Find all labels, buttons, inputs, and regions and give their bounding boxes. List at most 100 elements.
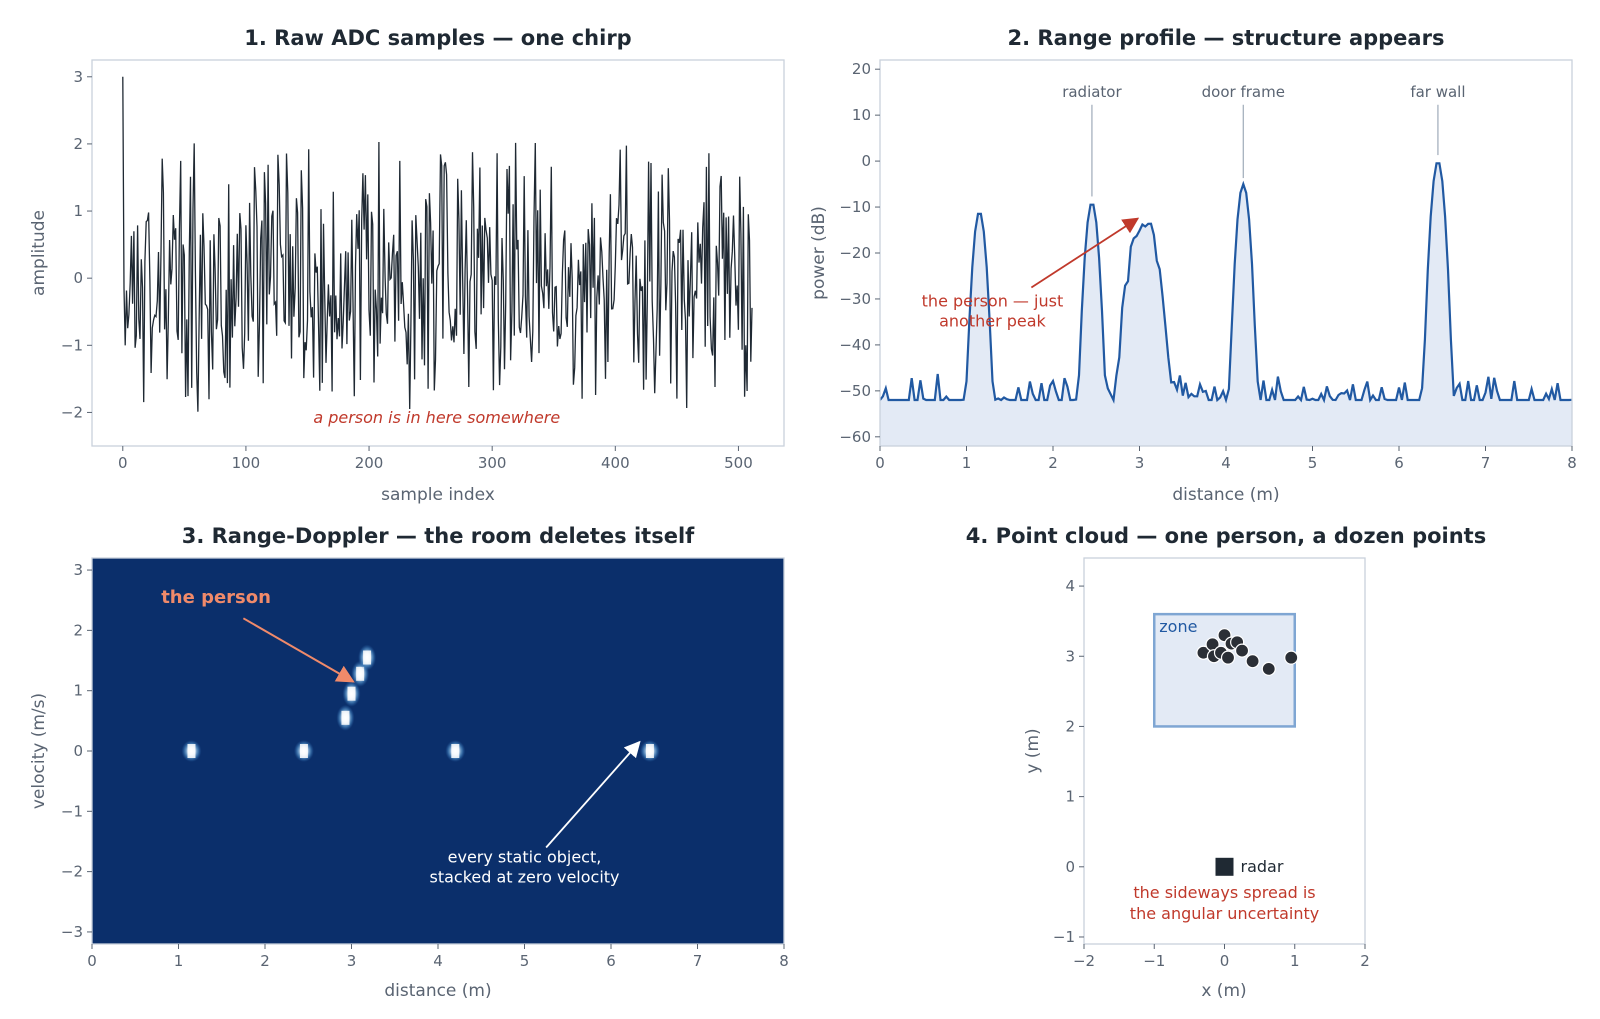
panel-3-ytick-label: 2: [73, 621, 83, 639]
adc-signal-line: [122, 76, 753, 412]
person-arrow-heatmap: [242, 617, 355, 683]
panel-2-xtick-label: 2: [1048, 454, 1058, 472]
panel-3-xlabel: distance (m): [384, 981, 491, 1001]
peak-label: radiator: [1062, 83, 1122, 101]
panel-3-xtick-label: 4: [433, 952, 443, 970]
heatmap-cell: [299, 744, 308, 758]
point-cloud-point: [1261, 661, 1276, 676]
panel-3-ticks: 0 1 2 3 4 5 6 7 8 −3 −2 −1 0 1 2 3: [61, 561, 789, 970]
panel-3-ytick-label: −3: [61, 923, 83, 941]
panel-4-ytick-label: 0: [1065, 858, 1075, 876]
panel-1-plot-area: [91, 59, 785, 447]
panel-range-doppler: 3. Range-Doppler — the room deletes itse…: [29, 524, 789, 1001]
panel-3-xtick-label: 3: [347, 952, 357, 970]
heatmap-cell: [356, 666, 365, 681]
panel-2-title: 2. Range profile — structure appears: [1008, 26, 1445, 50]
range-profile-fill: [880, 163, 1572, 446]
panel-1-xtick-label: 100: [232, 454, 261, 472]
panel-4-xtick-label: −1: [1143, 952, 1165, 970]
panel-2-ylabel: power (dB): [809, 206, 829, 300]
panel-2-ytick-label: −60: [839, 428, 871, 446]
panel-2-xtick-label: 7: [1481, 454, 1491, 472]
heatmap-background: [92, 558, 784, 944]
panel-3-xtick-label: 2: [260, 952, 270, 970]
panel-1-ytick-label: 1: [73, 202, 83, 220]
point-cloud-point: [1245, 654, 1260, 669]
panel-3-title: 3. Range-Doppler — the room deletes itse…: [182, 524, 695, 548]
person-label: the person: [161, 587, 271, 608]
panel-1-ytick-label: −1: [61, 336, 83, 354]
panel-4-ytick-label: 2: [1065, 717, 1075, 735]
radar-label: radar: [1241, 857, 1284, 876]
panel-4-xtick-label: 2: [1360, 952, 1370, 970]
panel-1-ytick-label: 3: [73, 68, 83, 86]
panel-1-ticks: 0 100 200 300 400 500 −2 −1 0 1 2 3: [61, 68, 753, 472]
panel-1-ytick-label: −2: [61, 403, 83, 421]
panel-4-xlabel: x (m): [1201, 981, 1246, 1001]
panel-1-xtick-label: 0: [118, 454, 128, 472]
static-arrow: [545, 740, 641, 849]
static-label-line-2: stacked at zero velocity: [429, 868, 619, 887]
panel-1-xtick-label: 200: [355, 454, 384, 472]
panel-1-ytick-label: 2: [73, 135, 83, 153]
panel-2-peak-labels: radiator door frame far wall: [1062, 83, 1466, 197]
point-cloud-point: [1220, 650, 1236, 665]
panel-3-xtick-label: 0: [87, 952, 97, 970]
panel-4-ylabel: y (m): [1023, 728, 1043, 773]
panel-4-ticks: −2 −1 0 1 2 −1 0 1 2 3 4: [1053, 577, 1370, 970]
panel-2-ytick-label: 10: [852, 106, 871, 124]
panel-3-ytick-label: −1: [61, 802, 83, 820]
panel-4-annotation-line-1: the sideways spread is: [1133, 883, 1315, 902]
panel-range-profile: 2. Range profile — structure appears rad…: [809, 26, 1577, 505]
person-arrow: [1030, 217, 1140, 289]
panel-2-ticks: 0 1 2 3 4 5 6 7 8 −60 −50 −40 −30 −20 −10 0 10 20: [839, 60, 1576, 472]
panel-2-ytick-label: −20: [839, 244, 871, 262]
panel-1-xtick-label: 400: [601, 454, 630, 472]
heatmap-cell: [645, 744, 654, 758]
panel-2-xtick-label: 4: [1221, 454, 1231, 472]
panel-2-xlabel: distance (m): [1172, 485, 1279, 505]
heatmap-blobs: [181, 644, 660, 762]
heatmap-cell: [451, 744, 460, 758]
panel-4-annotation-line-2: the angular uncertainty: [1130, 904, 1319, 923]
panel-4-ytick-label: 3: [1065, 647, 1075, 665]
panel-2-ytick-label: 0: [861, 152, 871, 170]
panel-4-ytick-label: −1: [1053, 928, 1075, 946]
panel-3-ytick-label: 1: [73, 682, 83, 700]
panel-2-annotation-line-1: the person — just: [922, 292, 1064, 311]
panel-4-xtick-label: −2: [1073, 952, 1095, 970]
panel-4-xtick-label: 1: [1290, 952, 1300, 970]
panel-3-xtick-label: 5: [520, 952, 530, 970]
point-cloud-points: [1196, 628, 1299, 676]
panel-4-title: 4. Point cloud — one person, a dozen poi…: [966, 524, 1486, 548]
panel-2-xtick-label: 8: [1567, 454, 1577, 472]
panel-2-ytick-label: −30: [839, 290, 871, 308]
panel-2-ytick-label: 20: [852, 60, 871, 78]
zone-label: zone: [1159, 617, 1197, 636]
panel-1-ytick-label: 0: [73, 269, 83, 287]
panel-1-xtick-label: 300: [478, 454, 507, 472]
heatmap-cell: [187, 744, 196, 758]
panel-4-ytick-label: 1: [1065, 788, 1075, 806]
radar-marker: [1215, 857, 1234, 876]
panel-3-xtick-label: 8: [779, 952, 789, 970]
panel-1-xlabel: sample index: [381, 485, 495, 505]
panel-1-ylabel: amplitude: [29, 210, 49, 296]
panel-2-xtick-label: 3: [1135, 454, 1145, 472]
panel-2-xtick-label: 0: [875, 454, 885, 472]
point-cloud-point: [1234, 643, 1250, 658]
panel-raw-adc: 1. Raw ADC samples — one chirp 0 100 200 30…: [29, 26, 785, 505]
panel-4-xtick-label: 0: [1220, 952, 1230, 970]
static-label-line-1: every static object,: [448, 848, 602, 867]
heatmap-cell: [363, 650, 372, 665]
panel-3-xtick-label: 7: [693, 952, 703, 970]
panel-3-ytick-label: 3: [73, 561, 83, 579]
panel-4-ytick-label: 4: [1065, 577, 1075, 595]
panel-2-annotation-line-2: another peak: [939, 312, 1046, 331]
panel-3-ylabel: velocity (m/s): [29, 693, 49, 809]
panel-1-xtick-label: 500: [724, 454, 753, 472]
panel-2-xtick-label: 1: [962, 454, 972, 472]
point-cloud-point: [1284, 650, 1299, 665]
panel-3-ytick-label: −2: [61, 863, 83, 881]
